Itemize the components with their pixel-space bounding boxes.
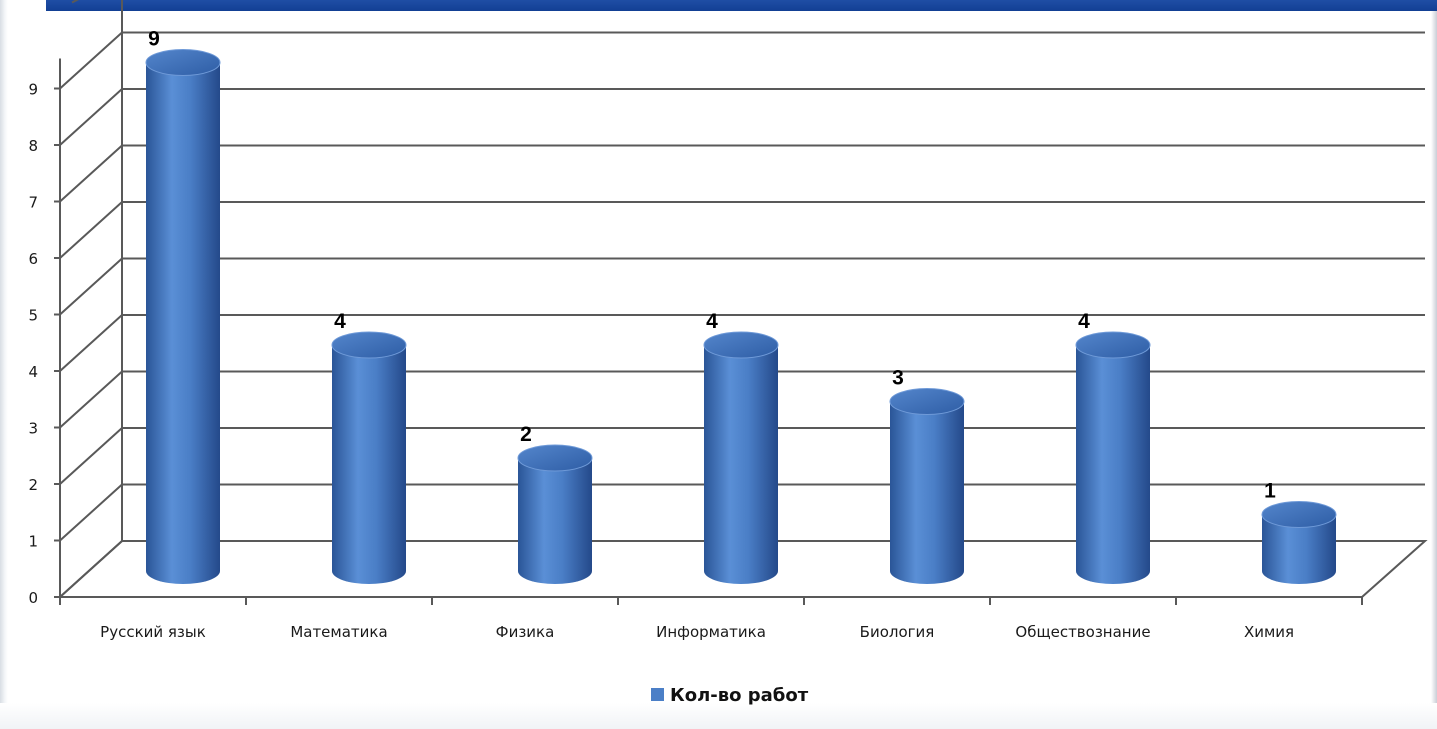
y-tick-label: 9 xyxy=(28,81,38,99)
data-label: 4 xyxy=(334,310,346,333)
right-edge-decoration xyxy=(1431,11,1437,729)
side-gridline xyxy=(59,201,123,259)
bar-body xyxy=(146,62,220,584)
side-gridline xyxy=(59,144,123,203)
y-tick-label: 2 xyxy=(28,476,38,494)
data-label: 4 xyxy=(706,310,718,333)
bar-body xyxy=(518,458,592,584)
y-tick-label: 1 xyxy=(28,533,38,551)
bar-top xyxy=(1261,501,1337,528)
bar xyxy=(703,331,779,584)
legend-label: Кол-во работ xyxy=(670,685,809,706)
y-tick-label: 3 xyxy=(28,420,38,438)
bar xyxy=(331,331,407,584)
x-tick-label: Биология xyxy=(860,623,935,641)
y-tick-label: 8 xyxy=(28,137,38,155)
data-labels: 9 4 2 4 3 4 1 xyxy=(148,28,1276,503)
data-label: 2 xyxy=(520,423,532,446)
data-label: 4 xyxy=(1078,310,1090,333)
side-gridline xyxy=(59,88,123,146)
bar-top xyxy=(1075,331,1151,359)
x-tick-label: Химия xyxy=(1244,623,1294,641)
y-tick-label: 6 xyxy=(28,250,38,268)
bar xyxy=(889,388,965,584)
bar-body xyxy=(1076,345,1150,584)
bar-body xyxy=(1262,514,1336,584)
side-gridline xyxy=(59,427,123,485)
side-gridline xyxy=(59,31,123,90)
bar-top xyxy=(517,444,593,472)
side-gridline xyxy=(59,370,123,429)
bar-top xyxy=(703,331,779,359)
bar-body xyxy=(332,345,406,584)
axes: 0 1 2 3 4 5 6 7 8 9 Русский язык Математика Физика Ин… xyxy=(28,58,1428,641)
side-gridline xyxy=(59,314,123,372)
bar-body xyxy=(890,401,964,584)
x-tick-label: Обществознание xyxy=(1015,623,1150,641)
x-tick-label: Физика xyxy=(496,623,555,641)
bar xyxy=(1075,331,1151,584)
bar-body xyxy=(704,345,778,584)
side-gridline xyxy=(59,483,123,542)
bottom-edge-decoration xyxy=(0,703,1437,729)
x-tick-label: Информатика xyxy=(656,623,766,641)
y-tick-label: 4 xyxy=(28,363,38,381)
y-tick-label: 5 xyxy=(28,307,38,325)
y-tick-label: 7 xyxy=(28,194,38,212)
legend: Кол-во работ xyxy=(651,685,809,706)
x-tick-label: Математика xyxy=(290,623,387,641)
bars xyxy=(145,49,1337,584)
bar-top xyxy=(145,49,221,76)
side-wall-top xyxy=(71,0,79,4)
side-gridline xyxy=(59,257,123,316)
bar xyxy=(1261,501,1337,584)
data-label: 1 xyxy=(1264,480,1276,503)
data-label: 3 xyxy=(892,367,904,390)
x-tick-label: Русский язык xyxy=(100,623,206,641)
bar xyxy=(145,49,221,584)
chart-floor xyxy=(57,540,1428,598)
bar-top xyxy=(331,331,407,359)
header-band xyxy=(46,0,1437,11)
bar-top xyxy=(889,388,965,415)
y-tick-label: 0 xyxy=(28,589,38,607)
bar xyxy=(517,444,593,584)
data-label: 9 xyxy=(148,28,160,51)
legend-swatch xyxy=(651,688,664,701)
left-edge-decoration xyxy=(0,0,8,729)
